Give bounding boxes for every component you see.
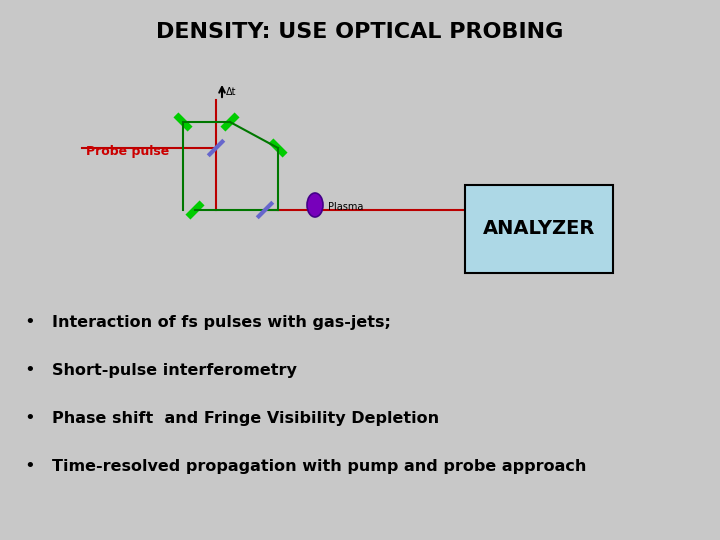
Bar <box>186 200 204 220</box>
Bar <box>269 138 287 158</box>
Bar <box>174 112 192 132</box>
Ellipse shape <box>307 193 323 217</box>
Text: Interaction of fs pulses with gas-jets;: Interaction of fs pulses with gas-jets; <box>52 314 391 329</box>
Bar <box>465 185 613 273</box>
Text: ANALYZER: ANALYZER <box>483 219 595 239</box>
Text: •: • <box>24 313 35 331</box>
Text: •: • <box>24 361 35 379</box>
Text: Δt: Δt <box>226 87 236 97</box>
Bar <box>220 112 240 132</box>
Text: Plasma: Plasma <box>328 202 364 212</box>
Text: •: • <box>24 409 35 427</box>
Text: Probe pulse: Probe pulse <box>86 145 170 159</box>
Text: Time-resolved propagation with pump and probe approach: Time-resolved propagation with pump and … <box>52 458 586 474</box>
Text: DENSITY: USE OPTICAL PROBING: DENSITY: USE OPTICAL PROBING <box>156 22 564 42</box>
Text: •: • <box>24 457 35 475</box>
Text: Short-pulse interferometry: Short-pulse interferometry <box>52 362 297 377</box>
Text: Phase shift  and Fringe Visibility Depletion: Phase shift and Fringe Visibility Deplet… <box>52 410 439 426</box>
